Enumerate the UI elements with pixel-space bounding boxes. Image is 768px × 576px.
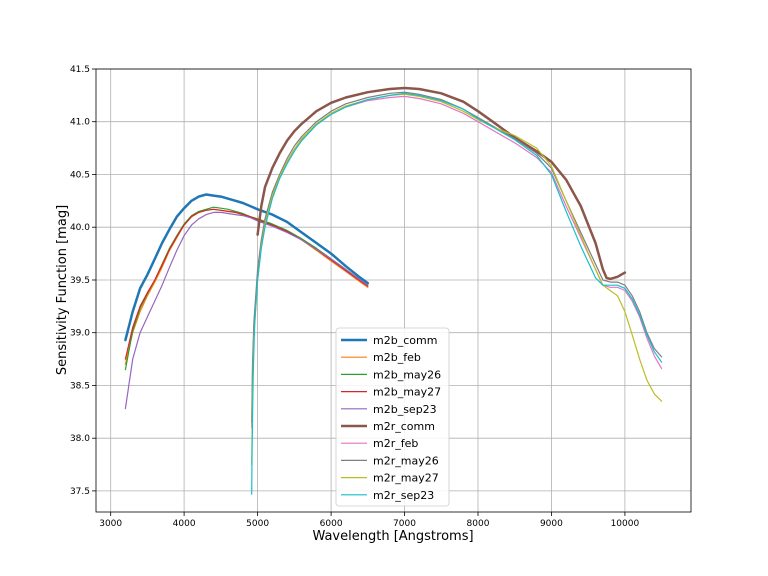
legend-label: m2b_may27 bbox=[373, 386, 441, 399]
y-tick-label: 37.5 bbox=[70, 487, 90, 497]
legend-label: m2b_feb bbox=[373, 351, 421, 364]
series-lines bbox=[124, 86, 663, 495]
series-line-m2r-sep23 bbox=[251, 92, 663, 495]
x-tick-label: 6000 bbox=[320, 519, 343, 529]
series-line-m2r-may26 bbox=[251, 91, 663, 423]
y-tick-label: 41.5 bbox=[70, 65, 90, 75]
series-line-m2b-comm bbox=[124, 193, 370, 342]
x-tick-label: 9000 bbox=[540, 519, 563, 529]
legend-label: m2b_sep23 bbox=[373, 403, 437, 416]
x-tick-label: 10000 bbox=[611, 519, 640, 529]
legend-label: m2r_sep23 bbox=[373, 489, 434, 502]
x-tick-label: 7000 bbox=[393, 519, 416, 529]
y-tick-label: 41.0 bbox=[70, 118, 90, 128]
x-axis-label: Wavelength [Angstroms] bbox=[312, 529, 473, 544]
series-line-m2r-may27 bbox=[251, 93, 663, 466]
legend: m2b_comm m2b_feb m2b_may26 m2b_may27 m2b_sep… bbox=[335, 327, 450, 507]
y-axis-label: Sensitivity Function [mag] bbox=[55, 205, 70, 375]
legend-box bbox=[335, 327, 450, 507]
y-tick-label: 40.5 bbox=[70, 171, 90, 181]
legend-label: m2r_comm bbox=[373, 420, 435, 433]
legend-label: m2r_may26 bbox=[373, 454, 439, 467]
x-tick-label: 4000 bbox=[173, 519, 196, 529]
legend-label: m2r_may27 bbox=[373, 472, 439, 485]
legend-label: m2b_comm bbox=[373, 334, 437, 347]
y-tick-label: 38.5 bbox=[70, 381, 90, 391]
legend-label: m2r_feb bbox=[373, 437, 418, 450]
plot-frame bbox=[95, 68, 692, 513]
y-tick-label: 38.0 bbox=[70, 434, 90, 444]
x-tick-label: 8000 bbox=[467, 519, 490, 529]
series-line-m2r-comm bbox=[256, 86, 627, 281]
y-tick-label: 40.0 bbox=[70, 223, 90, 233]
x-tick-label: 3000 bbox=[99, 519, 122, 529]
y-tick-label: 39.5 bbox=[70, 276, 90, 286]
series-line-m2b-sep23 bbox=[124, 211, 369, 410]
y-tick-label: 39.0 bbox=[70, 329, 90, 339]
x-axis-ticks: 3000 4000 5000 6000 7000 8000 9000 10000 bbox=[99, 512, 639, 529]
legend-label: m2b_may26 bbox=[373, 368, 441, 381]
y-axis-ticks: 37.5 38.0 38.5 39.0 39.5 40.0 40.5 41.0 41.5 bbox=[70, 65, 96, 497]
x-tick-label: 5000 bbox=[246, 519, 269, 529]
